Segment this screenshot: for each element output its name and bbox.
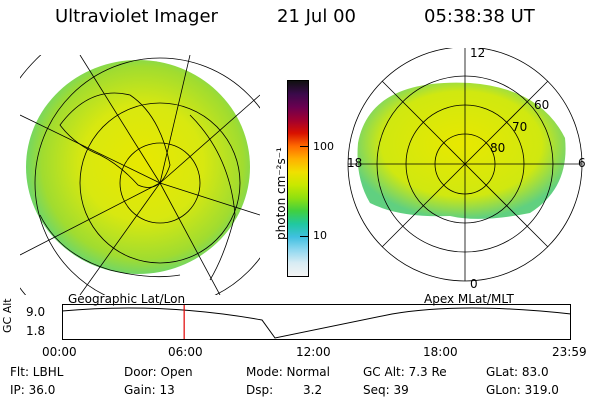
colorbar — [287, 80, 309, 277]
status-door: Door: Open — [124, 365, 193, 379]
status-seq: Seq: 39 — [363, 383, 409, 397]
time-label: 05:38:38 UT — [424, 6, 535, 27]
mlt-label-18: 18 — [347, 156, 363, 170]
x-tick-1800: 18:00 — [423, 345, 458, 359]
apex-image — [347, 48, 583, 282]
x-tick-1200: 12:00 — [296, 345, 331, 359]
colorbar-tick-100: 100 — [313, 140, 334, 153]
geographic-image — [20, 55, 260, 295]
date-label: 21 Jul 00 — [277, 6, 356, 27]
meridian-line — [159, 55, 191, 184]
meridian-line — [159, 182, 221, 295]
status-ip: IP: 36.0 — [10, 383, 56, 397]
colorbar-tick-mark — [300, 146, 308, 147]
status-gain: Gain: 13 — [124, 383, 175, 397]
colorbar-tick-10: 10 — [313, 229, 327, 242]
meridian-line — [20, 182, 161, 256]
meridian-line — [159, 94, 260, 184]
gc-alt-axis-label: GC Alt — [1, 298, 14, 333]
colorbar-tick-mark — [300, 236, 308, 237]
coastline — [59, 92, 171, 188]
mlt-label-0: 0 — [470, 277, 478, 291]
status-gc-alt: GC Alt: 7.3 Re — [363, 365, 447, 379]
apex-label: Apex MLat/MLT — [424, 292, 514, 306]
x-tick-0600: 06:00 — [168, 345, 203, 359]
y-tick-1-8: 1.8 — [26, 324, 46, 338]
meridian-line — [20, 114, 161, 184]
colorbar-unit-label: photon cm⁻²s⁻¹ — [274, 147, 288, 240]
meridian-line — [79, 55, 161, 184]
lat-circle — [79, 102, 241, 264]
meridian-line — [79, 182, 161, 295]
coastline — [189, 114, 236, 281]
x-tick-2359: 23:59 — [552, 345, 587, 359]
plot-frame — [62, 304, 571, 340]
geographic-label: Geographic Lat/Lon — [68, 292, 186, 306]
meridian-line — [159, 182, 260, 216]
status-mode: Mode: Normal — [246, 365, 330, 379]
instrument-title: Ultraviolet Imager — [55, 6, 218, 27]
mlt-line — [381, 80, 549, 248]
aurora-disk — [26, 60, 250, 274]
status-glat: GLat: 83.0 — [486, 365, 549, 379]
coastline — [39, 214, 181, 278]
lat-circle — [34, 57, 260, 295]
mlt-label-12: 12 — [470, 46, 486, 60]
altitude-curve — [62, 307, 572, 339]
mlat-label-70: 70 — [512, 120, 528, 134]
y-tick-9: 9.0 — [26, 305, 46, 319]
status-flt: Flt: LBHL — [10, 365, 64, 379]
x-tick-0000: 00:00 — [42, 345, 77, 359]
altitude-plot — [62, 304, 572, 340]
status-dsp-value: 3.2 — [303, 383, 323, 397]
mlt-label-6: 6 — [578, 156, 586, 170]
status-glon: GLon: 319.0 — [486, 383, 559, 397]
lat-circle — [119, 142, 201, 224]
mlat-label-80: 80 — [490, 141, 506, 155]
status-dsp: Dsp: — [246, 383, 274, 397]
mlat-label-60: 60 — [534, 98, 550, 112]
